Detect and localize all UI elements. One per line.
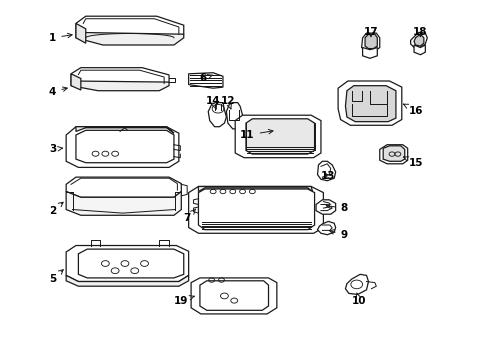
Polygon shape bbox=[189, 73, 223, 88]
Text: 10: 10 bbox=[352, 293, 367, 306]
Text: 7: 7 bbox=[184, 209, 196, 223]
Polygon shape bbox=[198, 186, 313, 192]
Text: 15: 15 bbox=[404, 157, 424, 168]
Polygon shape bbox=[76, 130, 174, 163]
Polygon shape bbox=[189, 186, 323, 233]
Text: 3: 3 bbox=[49, 144, 62, 154]
Polygon shape bbox=[345, 86, 396, 122]
Polygon shape bbox=[66, 192, 181, 215]
Polygon shape bbox=[76, 16, 184, 41]
Polygon shape bbox=[365, 34, 377, 49]
Polygon shape bbox=[414, 45, 425, 55]
Polygon shape bbox=[383, 146, 405, 161]
Polygon shape bbox=[191, 278, 277, 314]
Polygon shape bbox=[411, 32, 427, 48]
Text: 11: 11 bbox=[240, 130, 273, 140]
Polygon shape bbox=[76, 127, 174, 133]
Text: 13: 13 bbox=[321, 171, 336, 181]
Polygon shape bbox=[78, 249, 184, 278]
Text: 19: 19 bbox=[174, 296, 194, 306]
Polygon shape bbox=[226, 103, 243, 129]
Polygon shape bbox=[71, 74, 81, 90]
Text: 4: 4 bbox=[49, 87, 67, 97]
Text: 16: 16 bbox=[404, 104, 424, 116]
Polygon shape bbox=[318, 221, 336, 235]
Text: 18: 18 bbox=[413, 27, 428, 37]
Text: 9: 9 bbox=[330, 230, 348, 240]
Polygon shape bbox=[198, 189, 315, 230]
Polygon shape bbox=[345, 274, 368, 294]
Polygon shape bbox=[380, 145, 408, 164]
Text: 17: 17 bbox=[364, 27, 378, 37]
Polygon shape bbox=[363, 48, 377, 58]
Polygon shape bbox=[76, 23, 86, 43]
Text: 8: 8 bbox=[326, 203, 348, 213]
Text: 14: 14 bbox=[206, 96, 220, 109]
Polygon shape bbox=[76, 32, 184, 45]
Polygon shape bbox=[414, 34, 424, 46]
Polygon shape bbox=[66, 246, 189, 282]
Polygon shape bbox=[246, 119, 315, 154]
Text: 1: 1 bbox=[49, 33, 72, 43]
Polygon shape bbox=[362, 33, 380, 51]
Polygon shape bbox=[66, 177, 181, 197]
Polygon shape bbox=[338, 81, 402, 125]
Text: 12: 12 bbox=[220, 96, 235, 109]
Polygon shape bbox=[200, 281, 269, 310]
Polygon shape bbox=[235, 115, 321, 158]
Polygon shape bbox=[71, 81, 169, 91]
Text: 6: 6 bbox=[200, 73, 213, 83]
Polygon shape bbox=[318, 161, 336, 181]
Polygon shape bbox=[71, 68, 169, 87]
Polygon shape bbox=[208, 103, 226, 127]
Text: 5: 5 bbox=[49, 270, 63, 284]
Text: 2: 2 bbox=[49, 202, 63, 216]
Polygon shape bbox=[316, 200, 336, 214]
Polygon shape bbox=[66, 127, 179, 167]
Polygon shape bbox=[66, 275, 189, 286]
